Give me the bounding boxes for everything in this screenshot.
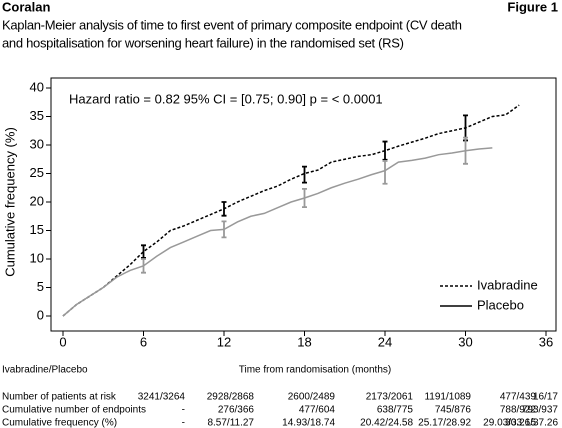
table-cell: 2173/2061 bbox=[366, 392, 414, 403]
error-bar bbox=[463, 114, 468, 142]
y-tick-label: 40 bbox=[30, 79, 44, 94]
y-tick-label: 10 bbox=[30, 250, 44, 265]
error-bar bbox=[221, 201, 227, 217]
y-tick-label: 30 bbox=[30, 136, 44, 151]
table-cell: 793/937 bbox=[522, 405, 559, 416]
table-cell: 2600/2489 bbox=[288, 392, 336, 403]
x-tick-label: 0 bbox=[59, 334, 66, 349]
table-cell: 276/366 bbox=[218, 405, 255, 416]
error-bar bbox=[141, 258, 146, 274]
x-tick-label: 30 bbox=[458, 334, 472, 349]
error-bar bbox=[302, 187, 307, 209]
error-bar bbox=[382, 160, 388, 185]
x-tick-label: 18 bbox=[297, 334, 311, 349]
x-tick-label: 36 bbox=[539, 334, 553, 349]
y-axis-label: Cumulative frequency (%) bbox=[2, 127, 17, 277]
product-name: Coralan bbox=[2, 0, 50, 14]
y-tick-label: 5 bbox=[37, 279, 44, 294]
table-cell: 3241/3264 bbox=[138, 392, 186, 403]
annotation: Hazard ratio = 0.82 95% CI = [0.75; 0.90… bbox=[69, 91, 383, 106]
table-cell: 16/17 bbox=[533, 392, 558, 403]
y-tick-label: 25 bbox=[30, 165, 44, 180]
table-cell: - bbox=[182, 405, 185, 416]
chart-title: Kaplan-Meier analysis of time to first e… bbox=[2, 17, 462, 32]
error-bar bbox=[221, 220, 227, 239]
legend-label: Placebo bbox=[477, 297, 524, 312]
table-cell: 1191/1089 bbox=[424, 392, 471, 403]
series-line bbox=[62, 147, 493, 317]
legend-label: Ivabradine bbox=[477, 277, 538, 292]
table-cell: 20.42/24.58 bbox=[360, 418, 413, 428]
error-bar bbox=[302, 165, 307, 184]
y-tick-label: 35 bbox=[30, 108, 44, 123]
series-line bbox=[62, 104, 520, 317]
figure-label: Figure 1 bbox=[507, 0, 558, 14]
chart-subtitle: and hospitalisation for worsening heart … bbox=[2, 35, 404, 50]
table-cell: 25.17/28.92 bbox=[418, 418, 471, 428]
error-bar bbox=[141, 244, 146, 259]
table-cell: 477/439 bbox=[500, 392, 537, 403]
x-tick-label: 12 bbox=[217, 334, 231, 349]
x-axis-label: Time from randomisation (months) bbox=[239, 365, 391, 376]
table-cell: 2928/2868 bbox=[207, 392, 255, 403]
table-cell: 29.03/33.15 bbox=[483, 418, 536, 428]
x-tick-label: 24 bbox=[378, 334, 392, 349]
table-cell: 788/922 bbox=[500, 405, 537, 416]
error-bar bbox=[463, 136, 468, 165]
table-cell: 30.26/37.26 bbox=[505, 418, 558, 428]
row-label: Cumulative frequency (%) bbox=[2, 418, 117, 428]
table-cell: 745/876 bbox=[435, 405, 472, 416]
error-bar bbox=[382, 140, 388, 161]
table-cell: 477/604 bbox=[299, 405, 336, 416]
y-tick-label: 20 bbox=[30, 193, 44, 208]
row-label: Cumulative number of endpoints bbox=[2, 405, 146, 416]
table-cell: 14.93/18.74 bbox=[282, 418, 335, 428]
y-tick-label: 0 bbox=[37, 307, 44, 322]
row-label: Number of patients at risk bbox=[2, 392, 117, 403]
table-cell: 638/775 bbox=[377, 405, 414, 416]
table-corner: Ivabradine/Placebo bbox=[2, 365, 88, 376]
x-tick-label: 6 bbox=[140, 334, 147, 349]
y-tick-label: 15 bbox=[30, 222, 44, 237]
table-cell: 8.57/11.27 bbox=[207, 418, 254, 428]
table-cell: - bbox=[182, 418, 185, 428]
plot-frame bbox=[50, 77, 557, 332]
